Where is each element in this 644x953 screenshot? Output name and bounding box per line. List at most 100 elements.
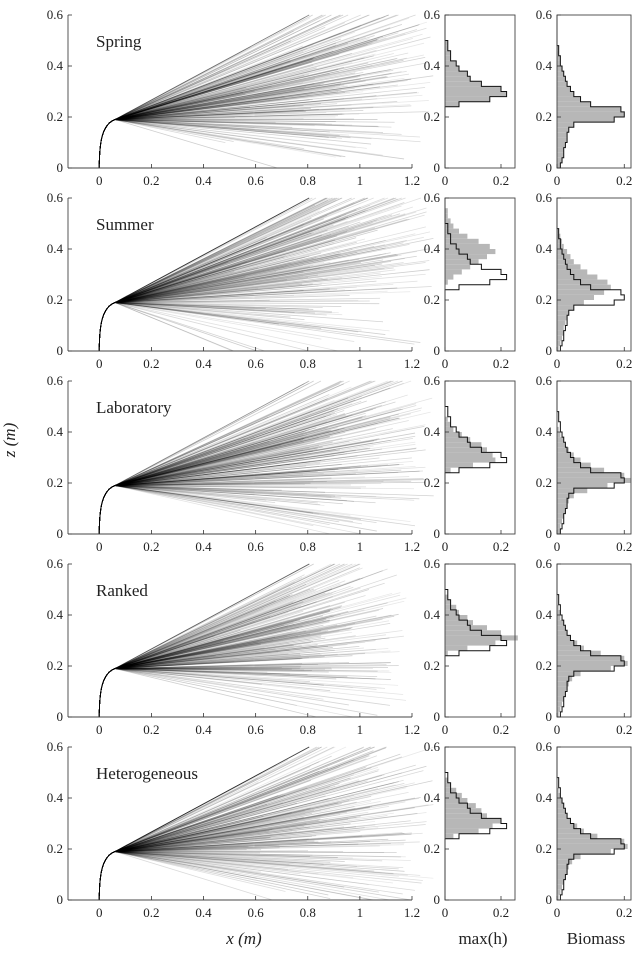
trajectory-line — [98, 812, 292, 901]
x-tick-label: 0.2 — [493, 905, 509, 920]
trajectory-line — [98, 826, 304, 901]
trajectory-line — [98, 668, 268, 718]
trajectory-line — [98, 619, 327, 718]
trajectory-line — [98, 839, 406, 901]
trajectory-line — [98, 455, 335, 535]
trajectory-line — [98, 608, 264, 718]
trajectory-line — [98, 666, 301, 718]
trajectory-line — [98, 756, 403, 901]
trajectory-line — [98, 119, 345, 169]
x-tick-label: 0.4 — [195, 173, 212, 188]
trajectory-line — [98, 851, 329, 901]
trajectory-line — [98, 387, 391, 535]
y-tick-label: 0.4 — [536, 607, 553, 622]
trajectory-line — [98, 288, 259, 352]
trajectory-line — [98, 668, 326, 718]
trajectory-line — [98, 449, 341, 535]
hist-bar — [557, 279, 608, 285]
hist-bar — [445, 782, 451, 788]
hist-bar — [557, 50, 559, 56]
trajectory-line — [98, 380, 373, 535]
trajectory-line — [98, 841, 332, 901]
trajectory-line — [98, 635, 299, 718]
hist-bar — [557, 269, 588, 275]
trajectory-line — [98, 380, 345, 535]
y-tick-label: 0.4 — [424, 607, 441, 622]
trajectory-line — [98, 746, 310, 901]
trajectory-line — [98, 428, 377, 535]
trajectory-line — [98, 408, 374, 535]
trajectory-line — [98, 778, 335, 901]
trajectory-line — [98, 14, 397, 169]
x-tick-label: 0.6 — [248, 356, 265, 371]
x-tick-label: 0.2 — [143, 356, 159, 371]
trajectory-line — [98, 105, 296, 169]
y-tick-label: 0.2 — [47, 292, 63, 307]
x-axis-label: x (m) — [225, 929, 262, 948]
trajectory-line — [98, 119, 329, 169]
trajectory-line — [98, 635, 404, 718]
trajectory-line — [98, 585, 351, 718]
trajectory-line — [98, 75, 361, 169]
trajectory-line — [98, 415, 326, 535]
row-laboratory: 00.20.40.60 0.2 0.4 0.6 0.8 1 1.2Laboratory00.… — [47, 373, 633, 554]
trajectory-lines — [98, 746, 434, 901]
trajectory-line — [98, 815, 388, 901]
trajectory-line — [98, 288, 338, 352]
trajectory-line — [98, 271, 277, 352]
trajectory-line — [98, 482, 311, 535]
hist-bar — [557, 884, 563, 890]
trajectory-line — [98, 484, 305, 535]
y-tick-label: 0 — [434, 343, 441, 358]
trajectory-line — [98, 210, 341, 352]
trajectory-line — [98, 67, 317, 169]
hist-bar — [445, 45, 448, 51]
trajectory-line — [98, 119, 326, 169]
trajectory-line — [98, 264, 375, 352]
hist-bar — [557, 238, 563, 244]
trajectory-line — [98, 851, 375, 901]
trajectory-line — [98, 283, 313, 352]
trajectory-line — [98, 77, 405, 169]
trajectory-line — [98, 414, 346, 535]
trajectory-line — [98, 619, 297, 718]
trajectory-line — [98, 668, 355, 718]
trajectory-line — [98, 851, 345, 901]
panels-layer: 00.20.40.60 0.2 0.4 0.6 0.8 1 1.2Spring00.20.4… — [47, 7, 633, 920]
trajectory-line — [98, 250, 286, 352]
trajectory-line — [98, 219, 378, 352]
trajectory-line — [98, 798, 329, 901]
hist-bar — [445, 208, 448, 214]
trajectory-line — [98, 264, 241, 352]
trajectory-line — [98, 104, 304, 169]
hist-bar — [445, 818, 501, 824]
trajectory-line — [98, 112, 327, 169]
trajectory-line — [98, 851, 354, 901]
trajectory-line — [98, 796, 304, 901]
trajectory-line — [98, 206, 414, 352]
trajectory-line — [98, 668, 399, 718]
hist-bar — [445, 599, 451, 605]
trajectory-line — [98, 247, 230, 352]
trajectory-line — [98, 38, 414, 169]
trajectory-line — [98, 631, 327, 718]
trajectory-line — [98, 485, 416, 535]
trajectory-line — [98, 851, 399, 901]
trajectory-line — [98, 380, 322, 535]
trajectory-line — [98, 593, 393, 718]
trajectory-line — [98, 851, 393, 901]
trajectory-line — [98, 216, 341, 352]
trajectory-line — [98, 627, 353, 718]
hist-bar — [557, 803, 564, 809]
trajectory-line — [98, 668, 376, 718]
trajectory-line — [98, 747, 363, 901]
trajectory-line — [98, 261, 331, 352]
x-tick-label: 0.4 — [195, 722, 212, 737]
y-tick-label: 0.6 — [47, 7, 64, 22]
hist-bar — [445, 442, 482, 448]
trajectory-line — [98, 232, 314, 352]
trajectory-line — [98, 447, 310, 535]
trajectory-line — [98, 103, 338, 169]
x-tick-label: 0 — [442, 722, 449, 737]
trajectory-line — [98, 418, 370, 535]
